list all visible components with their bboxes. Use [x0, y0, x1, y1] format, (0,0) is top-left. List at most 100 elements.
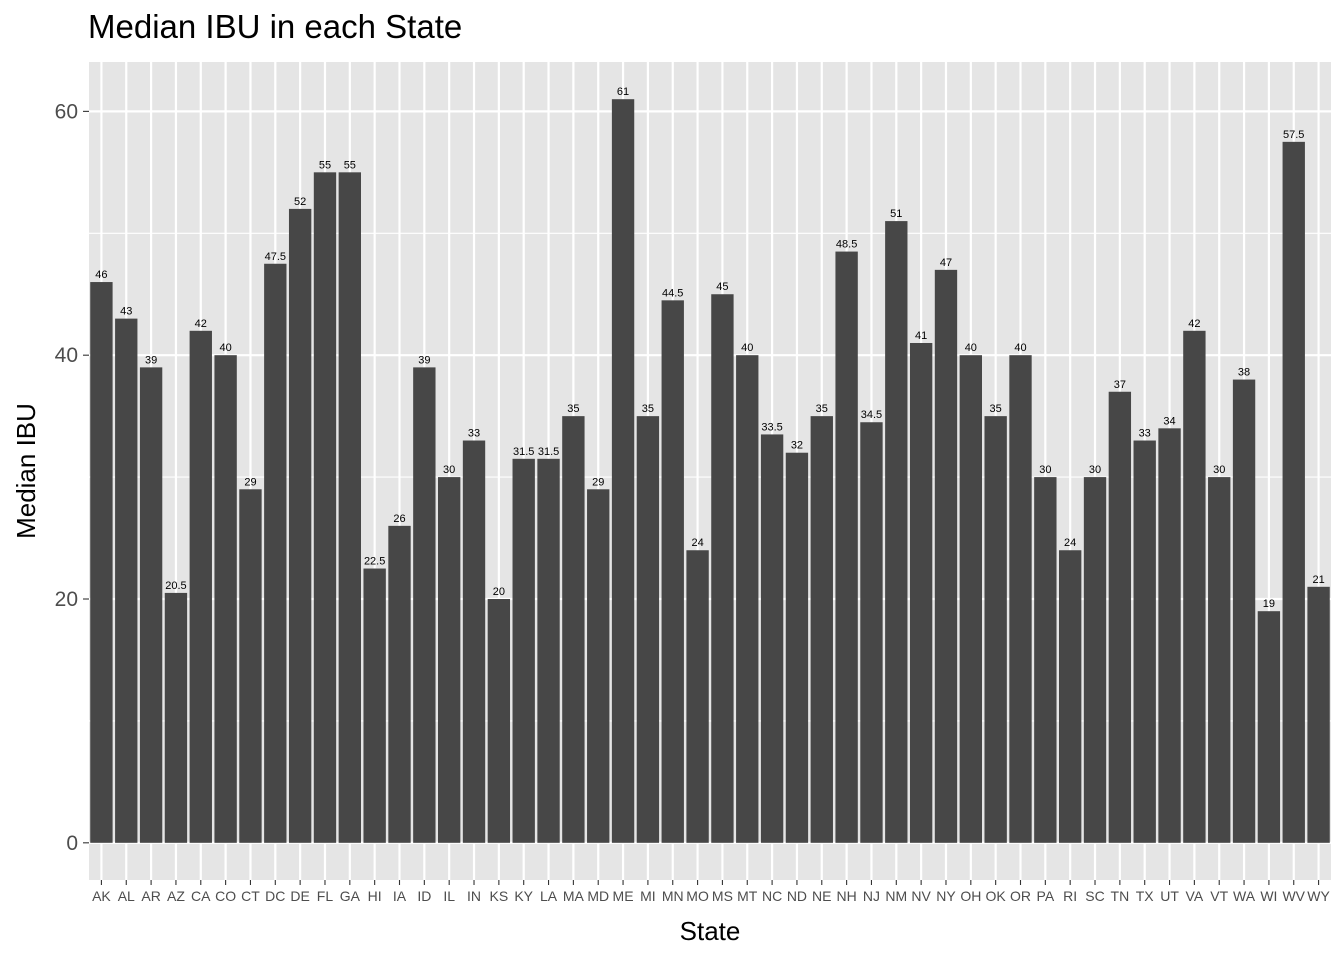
bars	[90, 99, 1330, 843]
x-tick-label: ID	[417, 888, 431, 904]
y-tick-label: 40	[55, 344, 78, 367]
bar	[661, 300, 684, 843]
bar	[1158, 428, 1181, 843]
bar	[711, 294, 734, 843]
y-tick-label: 20	[55, 588, 78, 611]
bar-value-label: 43	[120, 306, 132, 318]
bar	[587, 489, 610, 843]
bar	[189, 330, 212, 843]
x-tick-label: KY	[514, 888, 533, 904]
bar-value-label: 33	[1139, 428, 1151, 440]
x-tick-label: NC	[762, 888, 782, 904]
bar	[512, 458, 535, 843]
bar-value-label: 32	[791, 440, 803, 452]
bar-value-label: 30	[1213, 464, 1225, 476]
bar-value-label: 48.5	[836, 239, 857, 251]
bar	[487, 599, 511, 843]
x-tick-label: MT	[737, 888, 758, 904]
bar	[860, 422, 883, 843]
x-tick-label: IL	[443, 888, 455, 904]
bar	[462, 440, 486, 843]
x-tick-label: DC	[265, 888, 285, 904]
bar-labels: 46 43 39 20.5 42 40 29 47.5 52 55 55 22.5 26 39 30 33 20…	[95, 86, 1324, 610]
y-axis: 0 20 40 60	[55, 100, 89, 855]
bar	[1083, 477, 1107, 843]
bar-value-label: 40	[219, 342, 231, 354]
x-tick-label: NH	[837, 888, 857, 904]
bar	[736, 355, 759, 843]
bar-value-label: 35	[990, 403, 1002, 415]
x-tick-label: MI	[640, 888, 656, 904]
bar	[1282, 141, 1305, 843]
x-tick-label: VT	[1210, 888, 1228, 904]
bar	[338, 172, 361, 843]
bar-value-label: 55	[319, 159, 331, 171]
bar	[934, 269, 958, 843]
bar	[90, 282, 113, 843]
bar-value-label: 33	[468, 428, 480, 440]
x-tick-label: NJ	[863, 888, 880, 904]
x-tick-label: CT	[241, 888, 260, 904]
bar	[984, 416, 1007, 843]
bar	[835, 251, 858, 843]
bar-value-label: 24	[691, 537, 703, 549]
x-tick-label: NM	[885, 888, 907, 904]
bar	[1232, 379, 1256, 843]
bar-value-label: 40	[965, 342, 977, 354]
bar	[909, 342, 933, 843]
bar	[413, 367, 436, 843]
x-tick-label: MN	[662, 888, 684, 904]
x-tick-label: DE	[290, 888, 309, 904]
x-tick-label: CO	[215, 888, 236, 904]
bar-value-label: 46	[95, 269, 107, 281]
y-tick-label: 60	[55, 100, 78, 123]
x-tick-label: MO	[686, 888, 709, 904]
x-tick-label: IN	[467, 888, 481, 904]
x-tick-label: WY	[1307, 888, 1330, 904]
bar-value-label: 55	[344, 159, 356, 171]
bar-value-label: 51	[890, 208, 902, 220]
x-tick-label: GA	[340, 888, 361, 904]
bar	[288, 208, 312, 843]
bar	[1108, 391, 1132, 843]
x-tick-label: UT	[1160, 888, 1179, 904]
bar	[1009, 355, 1032, 843]
x-tick-label: IA	[393, 888, 407, 904]
bar-value-label: 34.5	[861, 409, 882, 421]
bar-value-label: 33.5	[761, 421, 782, 433]
bar-value-label: 35	[642, 403, 654, 415]
bar-value-label: 41	[915, 330, 927, 342]
bar	[785, 452, 809, 843]
bar	[239, 489, 262, 843]
bar-value-label: 31.5	[513, 446, 534, 458]
x-tick-label: PA	[1037, 888, 1055, 904]
bar	[438, 477, 461, 843]
bar-value-label: 26	[393, 513, 405, 525]
bar	[115, 318, 138, 843]
bar	[363, 568, 386, 843]
x-tick-label: HI	[368, 888, 382, 904]
x-tick-label: ND	[787, 888, 807, 904]
bar-value-label: 45	[716, 281, 728, 293]
bar	[388, 525, 411, 843]
bar-value-label: 42	[1188, 318, 1200, 330]
bar	[1133, 440, 1156, 843]
x-tick-label: NV	[911, 888, 931, 904]
bar-value-label: 35	[567, 403, 579, 415]
x-tick-label: WV	[1282, 888, 1305, 904]
bar-value-label: 38	[1238, 367, 1250, 379]
x-tick-label: VA	[1186, 888, 1204, 904]
bar-value-label: 22.5	[364, 556, 385, 568]
bar	[885, 221, 908, 843]
chart-title: Median IBU in each State	[88, 8, 463, 45]
bar	[1183, 330, 1206, 843]
bar	[686, 550, 709, 843]
bar-value-label: 34	[1163, 415, 1175, 427]
bar	[636, 416, 660, 843]
x-tick-label: AL	[118, 888, 135, 904]
bar-value-label: 47	[940, 257, 952, 269]
bar-value-label: 40	[1014, 342, 1026, 354]
x-tick-label: OR	[1010, 888, 1031, 904]
bar-value-label: 19	[1263, 598, 1275, 610]
